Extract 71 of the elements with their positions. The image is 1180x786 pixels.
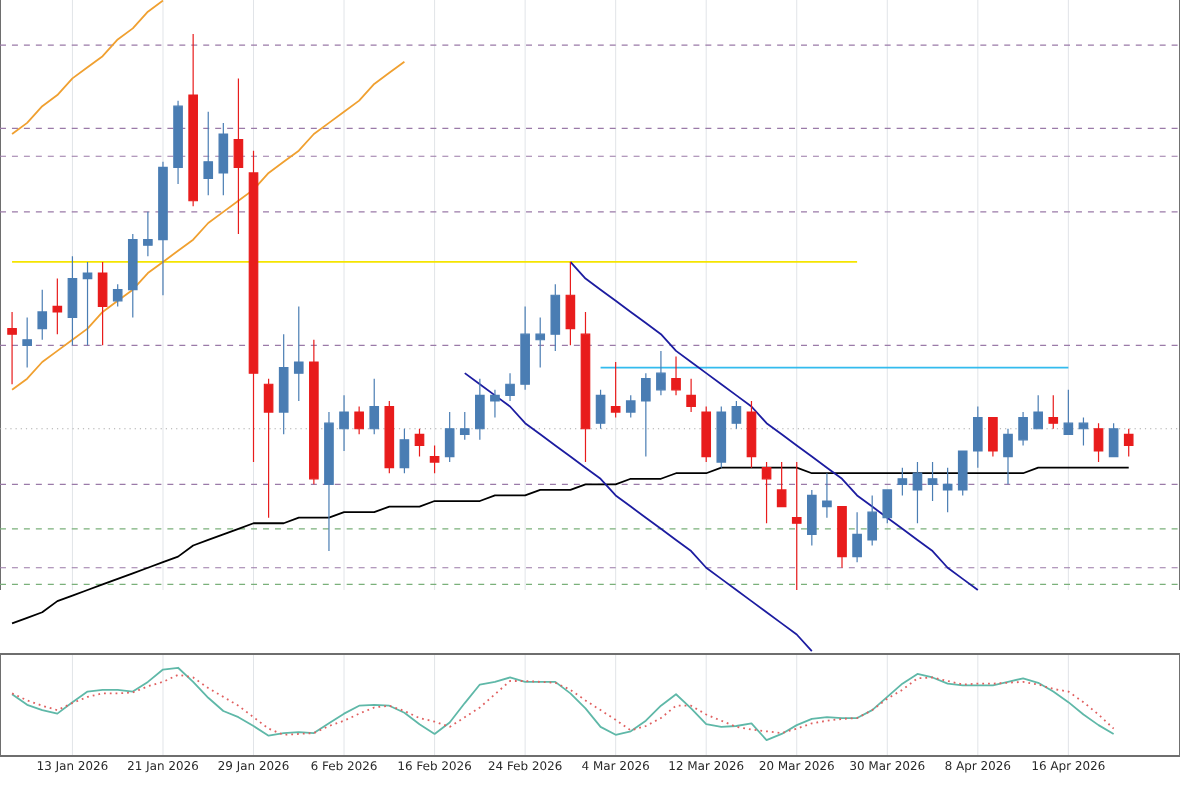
candlestick — [1063, 389, 1074, 435]
candlestick — [490, 389, 500, 419]
candlestick — [1123, 428, 1134, 458]
candlestick — [972, 405, 983, 469]
candlestick — [429, 444, 440, 474]
candlestick — [897, 467, 908, 497]
candlestick — [414, 428, 425, 458]
candlestick — [112, 283, 123, 307]
candlestick — [369, 378, 380, 435]
candlestick — [1018, 411, 1028, 447]
candlestick — [158, 161, 168, 296]
candlestick — [97, 261, 108, 346]
candlestick — [656, 350, 666, 396]
candlestick — [293, 305, 304, 402]
candlestick — [233, 77, 244, 235]
candlestick — [882, 489, 893, 524]
candlestick — [1003, 428, 1013, 485]
candlestick — [610, 361, 621, 419]
candlestick — [263, 378, 274, 519]
candlestick — [505, 372, 515, 402]
candlestick — [248, 150, 259, 463]
candlestick — [867, 494, 878, 547]
candlestick — [1093, 422, 1104, 463]
candlestick — [565, 261, 576, 346]
candlestick — [475, 378, 485, 441]
candlestick — [127, 233, 138, 319]
candlestick — [942, 467, 953, 513]
candlestick — [776, 461, 787, 508]
candlestick — [550, 283, 561, 352]
candlestick — [399, 428, 410, 474]
candlestick — [822, 472, 832, 519]
candlestick — [595, 389, 606, 430]
candlestick — [837, 505, 847, 569]
candlestick — [852, 511, 862, 563]
candlestick — [686, 378, 696, 413]
candlestick — [173, 100, 183, 185]
candlestick — [988, 417, 998, 458]
candlestick — [309, 339, 319, 485]
candlestick — [520, 305, 530, 391]
candlestick — [701, 405, 712, 463]
candlestick — [580, 311, 591, 463]
candlestick — [143, 211, 153, 257]
candlestick — [384, 400, 395, 474]
candlestick — [1033, 394, 1044, 430]
candlestick — [324, 411, 334, 552]
candlestick — [957, 450, 968, 497]
candlestick — [1048, 394, 1059, 430]
candlestick — [731, 400, 742, 430]
candlestick — [716, 405, 727, 469]
candlestick — [625, 394, 636, 419]
candlestick — [37, 289, 48, 341]
candlestick — [791, 461, 802, 591]
candlestick — [278, 333, 289, 435]
candlestick — [339, 394, 349, 452]
candlestick — [67, 255, 78, 346]
candlestick — [7, 311, 17, 385]
candlestick — [807, 489, 817, 547]
candlestick — [354, 405, 364, 435]
candlestick — [52, 277, 63, 335]
candlestick — [927, 461, 938, 502]
candlestick — [641, 372, 651, 458]
candlestick — [444, 411, 455, 463]
candlestick — [203, 111, 214, 196]
candlestick — [459, 411, 470, 441]
candlestick — [1108, 422, 1119, 458]
candlestick — [218, 122, 229, 196]
candlestick — [912, 461, 923, 524]
candlestick — [188, 33, 198, 207]
candlestick — [671, 355, 681, 396]
candlestick — [22, 316, 32, 369]
candlestick — [746, 400, 757, 469]
